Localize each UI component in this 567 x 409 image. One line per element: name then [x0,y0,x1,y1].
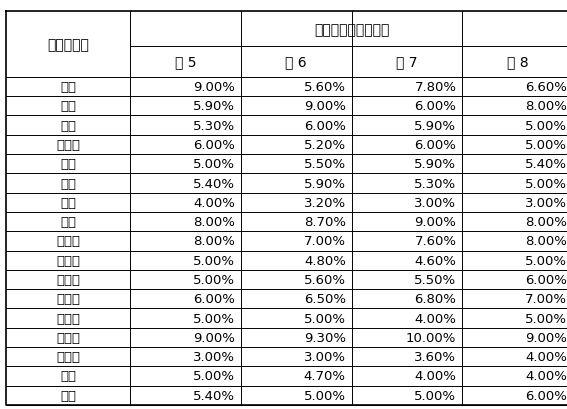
Text: 5.50%: 5.50% [414,273,456,286]
Text: 9.00%: 9.00% [414,216,456,229]
Text: 5.20%: 5.20% [304,139,346,152]
Text: 冬瓜皮: 冬瓜皮 [56,312,80,325]
Text: 5.00%: 5.00% [414,389,456,402]
Text: 6.00%: 6.00% [525,389,567,402]
Text: 8.00%: 8.00% [525,235,567,248]
Text: 6.00%: 6.00% [304,119,346,133]
Text: 9.00%: 9.00% [525,331,567,344]
Text: 5.00%: 5.00% [193,370,235,382]
Text: 苦瓜: 苦瓜 [60,216,76,229]
Text: 4.80%: 4.80% [304,254,346,267]
Text: 9.00%: 9.00% [304,100,346,113]
Text: 5.00%: 5.00% [525,119,567,133]
Text: 5.00%: 5.00% [193,273,235,286]
Text: 6.80%: 6.80% [414,292,456,306]
Text: 5.00%: 5.00% [525,254,567,267]
Text: 5.00%: 5.00% [304,312,346,325]
Text: 原料药组分: 原料药组分 [47,38,89,52]
Text: 6.00%: 6.00% [525,273,567,286]
Text: 3.00%: 3.00% [193,350,235,363]
Text: 5.40%: 5.40% [193,177,235,190]
Text: 例 5: 例 5 [175,55,196,70]
Text: 例 6: 例 6 [285,55,307,70]
Text: 黑苦荞: 黑苦荞 [56,331,80,344]
Text: 8.70%: 8.70% [304,216,346,229]
Text: 6.00%: 6.00% [193,139,235,152]
Text: 5.00%: 5.00% [525,177,567,190]
Text: 黄精: 黄精 [60,81,76,94]
Text: 青钱柳: 青钱柳 [56,273,80,286]
Text: 4.00%: 4.00% [193,196,235,209]
Text: 4.60%: 4.60% [414,254,456,267]
Text: 7.80%: 7.80% [414,81,456,94]
Text: 5.00%: 5.00% [193,254,235,267]
Text: 黑木耳: 黑木耳 [56,350,80,363]
Text: 桑叶: 桑叶 [60,119,76,133]
Text: 燕麦: 燕麦 [60,370,76,382]
Text: 4.00%: 4.00% [525,370,567,382]
Text: 5.90%: 5.90% [414,158,456,171]
Text: 例 7: 例 7 [396,55,417,70]
Text: 7.60%: 7.60% [414,235,456,248]
Text: 5.00%: 5.00% [525,139,567,152]
Text: 8.00%: 8.00% [193,216,235,229]
Text: 3.20%: 3.20% [304,196,346,209]
Text: 8.00%: 8.00% [525,100,567,113]
Text: 例 8: 例 8 [506,55,528,70]
Text: 3.00%: 3.00% [414,196,456,209]
Text: 5.00%: 5.00% [193,312,235,325]
Text: 5.40%: 5.40% [525,158,567,171]
Text: 9.00%: 9.00% [193,81,235,94]
Text: 小扁豆: 小扁豆 [56,292,80,306]
Text: 4.70%: 4.70% [304,370,346,382]
Text: 9.30%: 9.30% [304,331,346,344]
Text: 茯苓: 茯苓 [60,177,76,190]
Text: 10.00%: 10.00% [406,331,456,344]
Text: 5.40%: 5.40% [193,389,235,402]
Text: 5.60%: 5.60% [304,81,346,94]
Text: 5.90%: 5.90% [304,177,346,190]
Text: 7.00%: 7.00% [304,235,346,248]
Text: 7.00%: 7.00% [525,292,567,306]
Text: 6.00%: 6.00% [193,292,235,306]
Text: 5.60%: 5.60% [304,273,346,286]
Text: 8.00%: 8.00% [525,216,567,229]
Text: 3.60%: 3.60% [414,350,456,363]
Text: 黄瓜: 黄瓜 [60,389,76,402]
Text: 5.30%: 5.30% [414,177,456,190]
Text: 怀山药: 怀山药 [56,139,80,152]
Text: 9.00%: 9.00% [193,331,235,344]
Text: 3.00%: 3.00% [525,196,567,209]
Text: 6.00%: 6.00% [414,100,456,113]
Text: 5.50%: 5.50% [304,158,346,171]
Text: 组分所占重量百分比: 组分所占重量百分比 [314,22,389,37]
Text: 玉竹: 玉竹 [60,100,76,113]
Text: 4.00%: 4.00% [414,370,456,382]
Text: 6.60%: 6.60% [525,81,567,94]
Text: 5.90%: 5.90% [414,119,456,133]
Text: 4.00%: 4.00% [525,350,567,363]
Text: 5.00%: 5.00% [193,158,235,171]
Text: 6.00%: 6.00% [414,139,456,152]
Text: 枸杞子: 枸杞子 [56,235,80,248]
Text: 6.50%: 6.50% [304,292,346,306]
Text: 葛根: 葛根 [60,158,76,171]
Text: 5.00%: 5.00% [304,389,346,402]
Text: 5.90%: 5.90% [193,100,235,113]
Text: 3.00%: 3.00% [304,350,346,363]
Text: 荷叶: 荷叶 [60,196,76,209]
Text: 4.00%: 4.00% [414,312,456,325]
Text: 8.00%: 8.00% [193,235,235,248]
Text: 5.00%: 5.00% [525,312,567,325]
Text: 玉米须: 玉米须 [56,254,80,267]
Text: 5.30%: 5.30% [193,119,235,133]
